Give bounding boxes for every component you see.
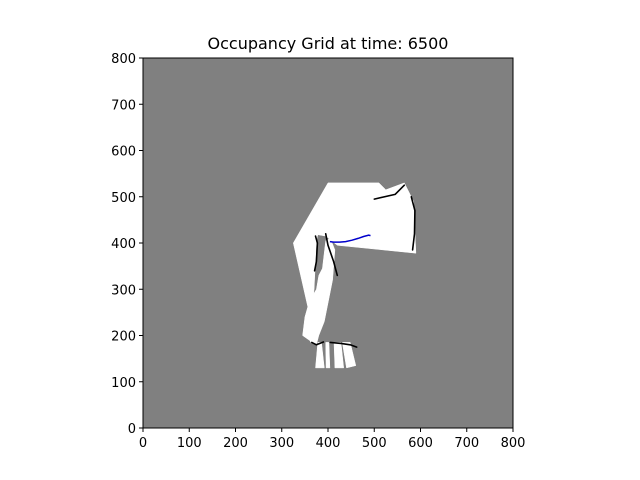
y-tick-label: 300 bbox=[111, 283, 136, 298]
free-space-region-1 bbox=[302, 238, 336, 346]
obstacle-boundary-2 bbox=[373, 184, 406, 200]
y-tick-label: 700 bbox=[111, 98, 136, 113]
x-tick-label: 0 bbox=[139, 436, 147, 451]
x-tick-label: 700 bbox=[454, 436, 479, 451]
x-tick-label: 800 bbox=[501, 436, 526, 451]
x-tick-label: 500 bbox=[362, 436, 387, 451]
robot-trajectory bbox=[329, 234, 371, 243]
x-axis: 0 100 200 300 400 500 600 700 800 bbox=[139, 428, 526, 451]
y-tick-label: 800 bbox=[111, 52, 136, 67]
obstacle-boundary-4 bbox=[329, 341, 358, 348]
obstacle-boundary-5 bbox=[310, 341, 325, 346]
x-tick-label: 600 bbox=[408, 436, 433, 451]
obstacle-boundary-3 bbox=[410, 196, 416, 251]
free-space-leg-1 bbox=[325, 342, 331, 369]
y-tick-label: 500 bbox=[111, 191, 136, 206]
x-tick-label: 300 bbox=[269, 436, 294, 451]
y-tick-label: 0 bbox=[128, 422, 136, 437]
x-tick-label: 100 bbox=[177, 436, 202, 451]
y-tick-label: 400 bbox=[111, 237, 136, 252]
chart-title: Occupancy Grid at time: 6500 bbox=[208, 34, 449, 53]
x-tick-label: 400 bbox=[316, 436, 341, 451]
x-tick-label: 200 bbox=[223, 436, 248, 451]
y-axis: 0 100 200 300 400 500 600 700 800 bbox=[111, 52, 143, 437]
y-tick-label: 600 bbox=[111, 145, 136, 160]
obstacle-boundary-1 bbox=[324, 233, 339, 277]
y-tick-label: 200 bbox=[111, 330, 136, 345]
y-tick-label: 100 bbox=[111, 376, 136, 391]
plot-area bbox=[142, 57, 514, 429]
obstacle-boundary-0 bbox=[313, 235, 319, 272]
free-space-leg-3 bbox=[342, 342, 357, 369]
